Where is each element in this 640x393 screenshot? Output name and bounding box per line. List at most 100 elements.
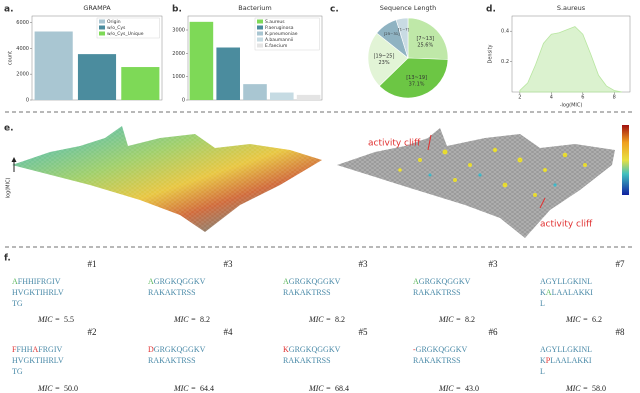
- sequence-id: #2: [88, 327, 97, 337]
- mic-label: MIC =: [173, 384, 196, 393]
- legend-label: S.aureus: [265, 19, 285, 25]
- sequence-line: AGRGKQGGKV: [283, 277, 341, 286]
- chart-title: S.aureus: [557, 4, 586, 12]
- mic-value: 8.2: [335, 315, 345, 324]
- bar: [35, 32, 73, 100]
- chart-title: Sequence Length: [380, 4, 437, 12]
- slice-label: [7~13]: [416, 36, 434, 42]
- legend-label: E.faecium: [265, 43, 287, 49]
- mic-value: 64.4: [200, 384, 214, 393]
- y-tick-label: 0.2: [501, 59, 509, 65]
- sequence-line: FFHHAFRGIV: [12, 345, 63, 354]
- legend-swatch: [257, 26, 263, 30]
- mic-value: 8.2: [465, 315, 475, 324]
- density-area: [520, 27, 622, 92]
- y-tick-label: 2000: [172, 51, 185, 57]
- y-tick-label: 3000: [172, 28, 185, 34]
- mic-label: MIC =: [438, 384, 461, 393]
- slice-value: 25.6%: [417, 42, 433, 48]
- mic-value: 6.2: [592, 315, 602, 324]
- y-tick-label: 4000: [16, 46, 29, 52]
- x-axis-label: -log(MIC): [560, 103, 583, 109]
- surface-left: [12, 126, 322, 232]
- sequence-line: HVGKTIHRLV: [12, 356, 64, 365]
- mic-label: MIC =: [173, 315, 196, 324]
- legend-swatch: [257, 32, 263, 36]
- sequence-id: #3: [224, 259, 234, 269]
- panel-label: c.: [330, 5, 339, 15]
- colorbar: [622, 125, 629, 195]
- slice-label: [19~25]: [374, 54, 395, 60]
- x-tick-label: 6: [581, 95, 584, 101]
- y-axis-label: Density: [488, 44, 494, 63]
- y-tick-label: 1000: [172, 74, 185, 80]
- bar: [216, 48, 240, 101]
- mic-value: 50.0: [64, 384, 78, 393]
- sequence-id: #1: [88, 259, 97, 269]
- bar: [121, 67, 159, 100]
- panel-label: a.: [4, 5, 14, 15]
- legend-label: w/o_Cys_Unique: [107, 31, 144, 37]
- sequence-line: AGRGKQGGKV: [148, 277, 206, 286]
- axis-label: log(MIC): [6, 178, 12, 199]
- panel-label: f.: [4, 254, 11, 264]
- mic-label: MIC =: [37, 384, 60, 393]
- sequence-line: L: [540, 299, 545, 308]
- mic-value: 8.2: [200, 315, 210, 324]
- mic-value: 68.4: [335, 384, 349, 393]
- sequence-line: DGRGKQGGKV: [148, 345, 206, 354]
- sequence-id: #3: [359, 259, 369, 269]
- mic-label: MIC =: [308, 315, 331, 324]
- slice-value: 37.1%: [409, 81, 425, 87]
- sequence-line: KPLAALAKKI: [540, 356, 592, 365]
- y-tick-label: 0: [182, 98, 185, 104]
- legend-label: A.baumannii: [265, 37, 293, 43]
- sequence-line: KALAALAKKI: [540, 288, 593, 297]
- slice-value: 23%: [378, 60, 389, 66]
- sequence-line: AGRGKQGGKV: [413, 277, 471, 286]
- x-tick-label: 4: [550, 95, 553, 101]
- panel-label: b.: [172, 5, 182, 15]
- sequence-line: KGRGKQGGKV: [283, 345, 341, 354]
- legend-label: w/o_Cys: [107, 25, 126, 31]
- annotation: activity cliff: [540, 220, 593, 230]
- sequence-id: #8: [616, 327, 626, 337]
- mic-value: 5.5: [64, 315, 74, 324]
- sequence-line: RAKAKTRSS: [283, 288, 331, 297]
- sequence-line: AGYLLGKINL: [540, 345, 592, 354]
- axis-arrow-head: [12, 157, 17, 162]
- sequence-line: AGYLLGKINL: [540, 277, 592, 286]
- legend-swatch: [257, 44, 263, 48]
- sequence-line: RAKAKTRSS: [413, 356, 461, 365]
- annotation: activity cliff: [368, 139, 421, 149]
- sequence-id: #4: [224, 327, 234, 337]
- y-axis-label: count: [8, 51, 14, 65]
- panel-label: e.: [4, 124, 14, 134]
- mic-label: MIC =: [565, 315, 588, 324]
- bar: [243, 84, 267, 100]
- x-tick-label: 8: [613, 95, 616, 101]
- y-tick-label: 0: [26, 98, 29, 104]
- chart-title: Bacterium: [238, 4, 272, 12]
- legend-swatch: [257, 20, 263, 24]
- mic-value: 43.0: [465, 384, 479, 393]
- sequence-line: TG: [12, 367, 23, 376]
- panel-label: d.: [486, 5, 496, 15]
- legend-swatch: [99, 20, 105, 24]
- sequence-id: #5: [359, 327, 369, 337]
- mic-value: 58.0: [592, 384, 606, 393]
- bar: [190, 22, 214, 100]
- y-tick-label: 2000: [16, 72, 29, 78]
- sequence-line: RAKAKTRSS: [148, 288, 196, 297]
- sequence-line: L: [540, 367, 545, 376]
- sequence-line: RAKAKTRSS: [283, 356, 331, 365]
- chart-title: GRAMPA: [83, 4, 111, 12]
- sequence-line: TG: [12, 299, 23, 308]
- y-tick-label: 0.4: [501, 29, 509, 35]
- sequence-line: AFHHIFRGIV: [12, 277, 61, 286]
- sequence-line: RAKAKTRSS: [413, 288, 461, 297]
- legend-swatch: [99, 32, 105, 36]
- legend-swatch: [99, 26, 105, 30]
- legend-swatch: [257, 38, 263, 42]
